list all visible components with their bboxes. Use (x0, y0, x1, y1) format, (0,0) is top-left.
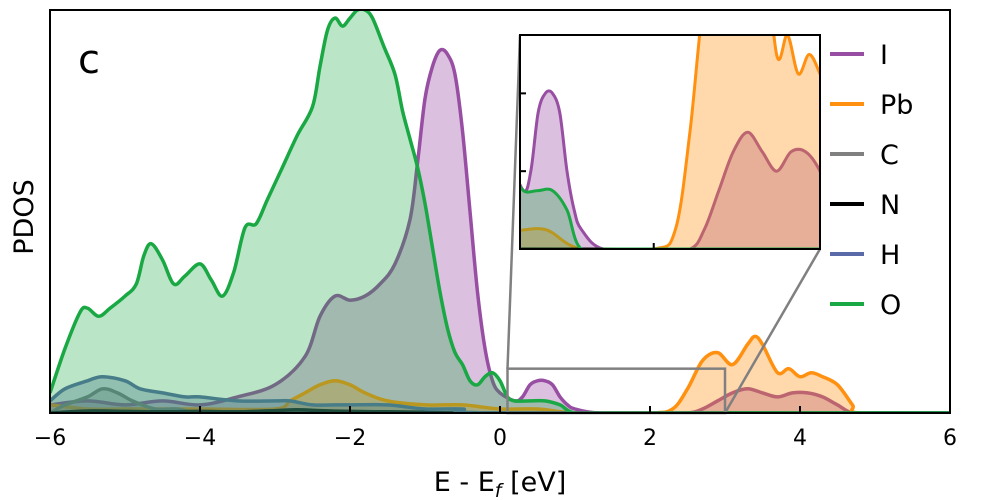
x-axis-label: E - Ef [eV] (434, 467, 566, 500)
x-tick-label: −2 (334, 426, 366, 451)
x-axis-ticks: −6 −4 −2 0 2 4 6 (34, 406, 957, 451)
inset-frame (519, 34, 821, 250)
x-tick-label: 2 (643, 426, 657, 451)
series-area-o (50, 10, 950, 413)
legend-label-c: C (880, 140, 899, 171)
legend-label-n: N (880, 190, 900, 221)
y-axis-label: PDOS (9, 179, 40, 254)
x-tick-label: −4 (184, 426, 216, 451)
legend-label-o: O (880, 290, 901, 321)
x-tick-label: 4 (793, 426, 807, 451)
panel-label: c (78, 37, 100, 83)
series-line-o (50, 10, 950, 413)
x-axis-label-main: E - E (434, 467, 495, 498)
x-axis-label-subscript: f (495, 480, 505, 500)
inset-series-area-i (520, 90, 820, 249)
x-axis-label-unit: [eV] (502, 467, 567, 498)
legend-label-i: I (880, 40, 888, 71)
zoom-connector-left (506, 34, 522, 369)
inset-series-area-o (520, 186, 820, 249)
inset-ticks (520, 92, 655, 249)
x-tick-label: 6 (943, 426, 957, 451)
series-line-h (50, 374, 950, 413)
inset-series-area-pb (520, 35, 820, 249)
x-tick-label: 0 (493, 426, 507, 451)
series-area-h (50, 376, 950, 413)
legend-label-h: H (880, 240, 900, 271)
inset-series-line-pb (520, 35, 820, 249)
inset-series-line-i (520, 89, 820, 249)
inset-background (520, 35, 820, 249)
legend-label-pb: Pb (880, 90, 913, 121)
series-line-i (50, 47, 950, 413)
series-line-c (50, 386, 950, 413)
x-tick-label: −6 (34, 426, 66, 451)
zoom-connector-right (723, 248, 822, 414)
